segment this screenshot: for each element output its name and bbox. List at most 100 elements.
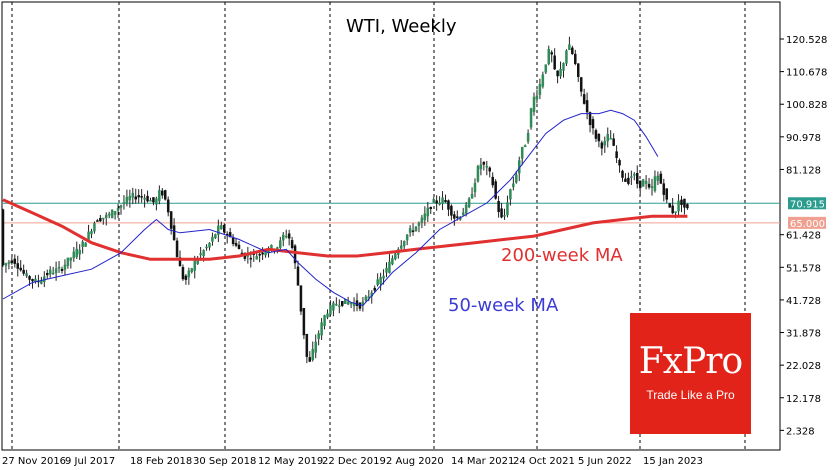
candle-body [335,304,338,306]
candle-body [417,222,421,226]
candle-body [674,211,677,213]
candle-body [577,63,580,77]
candle-body [618,160,621,166]
price-level-badges: 70.915 65.000 [788,197,826,230]
y-tick-label: 100.828 [786,100,827,111]
candle-body [125,196,129,204]
candle-body [630,176,633,178]
candle-body [512,183,515,188]
candle-body [169,211,173,229]
candle-body [556,70,559,77]
y-tick-label: 51.578 [786,263,821,274]
candle-body [308,357,312,362]
candle-body [562,63,565,71]
candle-body [54,268,58,274]
candle-body [249,257,253,260]
candle-body [441,197,444,204]
candle-body [497,200,500,213]
candle-body [66,257,70,267]
candle-body [293,245,297,264]
candle-body [122,202,126,205]
candle-body [128,196,132,201]
candle-body [172,225,176,241]
candle-body [385,267,388,273]
candle-body [31,279,34,282]
candle-body [420,217,424,223]
candle-body [199,253,202,256]
candle-body [140,196,143,198]
candle-body [75,248,78,258]
candle-body [535,95,539,100]
ma50-line [2,109,659,307]
candle-body [677,200,680,212]
candle-body [627,177,630,184]
candle-body [482,161,486,165]
candle-body [69,257,73,261]
candle-body [388,261,391,273]
candle-body [621,170,624,178]
candlestick-series [1,36,689,364]
candle-body [485,165,489,168]
candle-body [119,205,123,208]
candle-body [656,175,660,181]
candle-body [438,202,441,205]
candle-body [25,273,28,277]
candle-body [597,133,601,142]
candle-body [296,266,300,286]
candle-body [355,300,359,306]
candle-body [143,197,146,200]
candle-body [338,305,341,307]
candle-body [603,141,607,146]
candle-body [329,305,332,315]
candle-body [341,301,344,306]
candle-body [264,251,267,256]
candle-body [659,173,663,184]
candle-body [149,200,152,202]
candle-body [113,211,117,215]
candle-body [90,230,93,235]
candle-body [287,233,291,239]
x-tick-label: 15 Jan 2023 [643,456,703,467]
candle-body [638,180,642,189]
candle-body [155,198,158,205]
candle-body [606,133,609,142]
candle-body [234,242,238,246]
x-tick-label: 22 Dec 2019 [322,456,386,467]
candle-body [302,308,306,336]
candle-body [211,236,214,242]
candle-body [447,200,450,210]
candle-body [305,333,309,357]
x-tick-label: 18 Feb 2018 [130,456,192,467]
candle-body [503,215,506,217]
y-tick-label: 22.028 [786,361,821,372]
candle-body [429,207,432,209]
x-tick-label: 9 Jul 2017 [65,456,115,467]
y-tick-label: 81.128 [786,165,821,176]
candle-body [665,188,668,200]
candle-body [78,249,81,255]
candle-body [411,230,415,232]
y-tick-label: 31.878 [786,329,821,340]
candle-body [506,202,509,216]
candle-body [644,181,648,184]
candle-body [680,199,683,206]
candle-body [456,216,459,219]
y-tick-label: 110.678 [786,68,827,79]
candle-body [99,218,102,222]
candle-body [414,226,418,231]
candle-body [550,52,553,55]
y-tick-label: 41.728 [786,296,821,307]
candle-body [28,276,31,280]
candle-body [479,164,483,170]
candle-body [205,246,208,249]
candle-body [582,94,586,104]
candle-body [4,263,8,266]
candle-body [279,240,282,248]
candle-body [544,64,548,73]
candle-body [579,77,583,92]
x-tick-label: 5 Jun 2022 [578,456,632,467]
candle-body [612,138,615,146]
candle-body [686,204,689,209]
candle-body [624,178,627,182]
x-tick-label: 2 Aug 2020 [386,456,444,467]
